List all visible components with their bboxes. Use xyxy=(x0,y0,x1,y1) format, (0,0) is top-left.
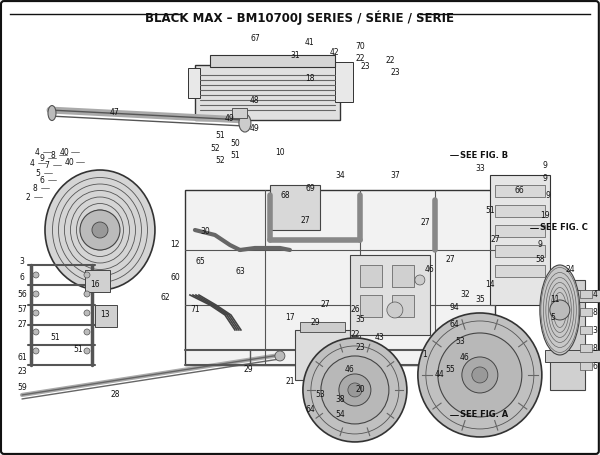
Bar xyxy=(495,245,545,257)
Text: 9: 9 xyxy=(542,161,547,170)
Text: 27: 27 xyxy=(420,217,430,227)
Bar xyxy=(350,255,430,335)
Text: 6: 6 xyxy=(20,273,25,283)
Text: 61: 61 xyxy=(17,354,27,363)
Text: 37: 37 xyxy=(390,171,400,180)
Bar xyxy=(392,295,414,317)
Text: 40: 40 xyxy=(65,157,75,167)
Text: 51: 51 xyxy=(50,334,60,343)
Circle shape xyxy=(84,348,90,354)
Text: 58: 58 xyxy=(535,256,545,264)
Text: 27: 27 xyxy=(490,236,500,244)
Bar xyxy=(360,295,382,317)
Text: 26: 26 xyxy=(350,305,360,314)
Circle shape xyxy=(275,351,285,361)
Text: 16: 16 xyxy=(90,280,100,289)
Circle shape xyxy=(33,272,39,278)
Text: 65: 65 xyxy=(195,258,205,267)
Text: 22: 22 xyxy=(385,56,395,65)
Text: 60: 60 xyxy=(170,273,180,283)
Circle shape xyxy=(33,348,39,354)
Text: 18: 18 xyxy=(305,74,314,82)
Bar xyxy=(580,326,592,334)
Text: 66: 66 xyxy=(515,186,525,194)
Text: 27: 27 xyxy=(320,300,330,309)
Text: 23: 23 xyxy=(360,61,370,71)
Text: 70: 70 xyxy=(355,41,365,51)
Bar xyxy=(580,308,592,316)
Text: 23: 23 xyxy=(17,368,27,376)
Text: 30: 30 xyxy=(200,228,210,237)
Ellipse shape xyxy=(540,265,580,355)
Circle shape xyxy=(303,338,407,442)
Circle shape xyxy=(84,310,90,316)
Text: 51: 51 xyxy=(73,345,83,354)
Text: 21: 21 xyxy=(285,378,295,386)
Ellipse shape xyxy=(45,170,155,290)
Bar xyxy=(185,190,495,365)
Bar xyxy=(300,322,345,332)
Circle shape xyxy=(339,374,371,406)
Circle shape xyxy=(92,222,108,238)
Bar xyxy=(335,62,353,102)
Circle shape xyxy=(415,275,425,285)
Text: 9: 9 xyxy=(542,173,547,182)
Circle shape xyxy=(550,300,570,320)
Text: 28: 28 xyxy=(110,390,120,399)
Text: 19: 19 xyxy=(540,211,550,219)
Text: 10: 10 xyxy=(275,147,285,157)
Text: 29: 29 xyxy=(310,318,320,328)
Bar xyxy=(580,344,592,352)
Text: 41: 41 xyxy=(305,38,315,46)
Text: 42: 42 xyxy=(330,48,340,56)
Text: 69: 69 xyxy=(305,183,315,192)
Bar xyxy=(95,305,117,327)
Text: 29: 29 xyxy=(243,365,253,374)
Text: 11: 11 xyxy=(550,295,560,304)
Bar xyxy=(270,185,320,230)
Bar xyxy=(195,65,340,120)
Circle shape xyxy=(33,310,39,316)
Text: 8: 8 xyxy=(32,183,37,192)
Text: 63: 63 xyxy=(235,268,245,277)
Text: 9: 9 xyxy=(545,191,550,199)
Text: SEE FIG. A: SEE FIG. A xyxy=(460,410,508,420)
Circle shape xyxy=(33,291,39,297)
Bar xyxy=(495,205,545,217)
Text: 35: 35 xyxy=(355,315,365,324)
Text: 13: 13 xyxy=(100,310,110,319)
Bar xyxy=(550,280,585,390)
Text: 17: 17 xyxy=(285,313,295,323)
Bar xyxy=(360,265,382,287)
Text: 50: 50 xyxy=(230,138,240,147)
Text: 4: 4 xyxy=(592,290,597,299)
Text: 52: 52 xyxy=(210,143,220,152)
Text: 33: 33 xyxy=(475,163,485,172)
Text: 9: 9 xyxy=(538,241,542,249)
Text: 59: 59 xyxy=(17,384,27,393)
Bar xyxy=(295,330,350,380)
Bar xyxy=(495,225,545,237)
Text: 52: 52 xyxy=(215,156,225,165)
Circle shape xyxy=(348,383,362,397)
Text: 32: 32 xyxy=(460,290,470,299)
Circle shape xyxy=(84,272,90,278)
Text: 51: 51 xyxy=(215,131,225,140)
Text: 4: 4 xyxy=(35,147,40,157)
Text: BLACK MAX – BM10700J SERIES / SÉRIE / SERIE: BLACK MAX – BM10700J SERIES / SÉRIE / SE… xyxy=(145,10,454,25)
Text: 53: 53 xyxy=(315,390,325,399)
Text: 64: 64 xyxy=(305,405,315,415)
Text: 94: 94 xyxy=(450,303,460,313)
Bar xyxy=(495,265,545,277)
Text: 3: 3 xyxy=(592,327,597,335)
Text: 22: 22 xyxy=(350,330,359,339)
Text: 56: 56 xyxy=(17,290,27,299)
Bar xyxy=(210,55,335,67)
Text: 51: 51 xyxy=(230,151,240,160)
Text: 6: 6 xyxy=(40,176,44,185)
Text: 49: 49 xyxy=(250,123,260,132)
Bar xyxy=(490,175,550,305)
Text: 57: 57 xyxy=(17,305,27,314)
Text: 54: 54 xyxy=(335,410,345,420)
